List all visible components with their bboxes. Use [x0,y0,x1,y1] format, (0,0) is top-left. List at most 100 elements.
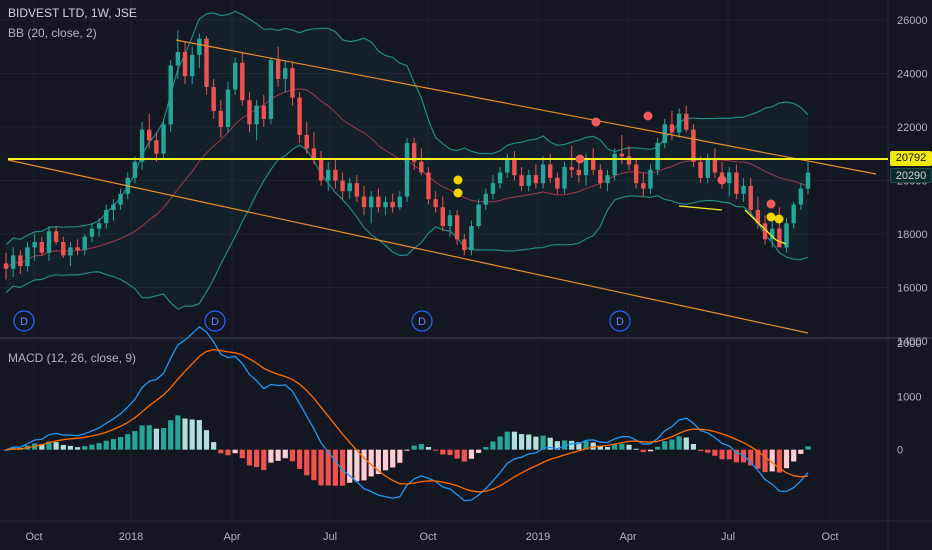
candle-body [605,175,610,184]
macd-histogram-bar [454,449,460,459]
candle-body [10,255,16,269]
macd-histogram-bar [189,419,195,450]
candle-body [633,164,639,184]
macd-histogram-bar [683,437,689,450]
macd-histogram-bar [304,449,310,476]
macd-histogram-bar [211,442,217,450]
macd-histogram-bar [569,440,575,450]
macd-histogram-bar [418,443,424,450]
candle-body [497,172,503,184]
candle-body [240,62,245,101]
candle-body [655,143,660,170]
time-axis-label: Apr [223,531,240,543]
macd-histogram-bar [776,449,782,473]
candle-body [762,223,768,240]
macd-histogram-bar [518,434,525,450]
macd-histogram-bar [440,449,446,455]
macd-histogram-bar [576,442,582,450]
macd-histogram-bar [626,444,632,450]
macd-histogram-bar [748,449,754,466]
macd-histogram-bar [583,441,589,450]
macd-histogram-bar [504,431,510,450]
macd-histogram-bar [254,449,260,468]
candle-body [139,129,145,162]
macd-histogram-bar [590,442,596,450]
macd-histogram-bar [160,428,167,450]
candle-body [619,153,625,157]
candle-body [147,129,152,141]
candle-body [390,201,395,208]
candle-body [132,161,138,178]
macd-histogram-bar [461,449,467,462]
signal-marker-yellow [766,212,776,222]
macd-histogram-bar [468,449,475,459]
candle-body [540,164,546,184]
candle-body [61,242,66,256]
macd-histogram-bar [375,449,381,475]
macd-histogram-bar [755,449,761,469]
candle-body [333,169,338,181]
macd-histogram-bar [526,434,532,450]
macd-histogram-bar [447,449,453,456]
candle-body [247,100,252,125]
bollinger-bands-legend[interactable]: BB (20, close, 2) [8,26,97,40]
macd-histogram-bar [46,441,52,450]
macd-histogram-bar [676,436,682,450]
candle-body [798,188,804,205]
candle-body [712,159,718,173]
time-axis-label: Oct [821,531,838,543]
last-price-tag: 20290 [890,168,932,183]
candle-body [218,110,224,127]
candle-body [268,60,274,119]
candle-body [548,164,553,178]
dividend-marker-label: D [211,316,219,328]
signal-marker-yellow [453,188,463,198]
candle-body [347,183,352,192]
macd-histogram-bar [719,449,725,460]
candle-body [676,113,682,133]
candle-body [490,183,496,194]
candle-body [361,196,367,208]
macd-histogram-bar [368,449,374,477]
macd-axis-label: 1000 [897,391,921,403]
candle-body [53,231,59,243]
macd-histogram-bar [483,447,489,450]
candle-body [68,247,73,256]
time-axis-label: 2018 [119,531,143,543]
time-axis-label: Jul [721,531,735,543]
candle-body [311,148,317,160]
macd-legend[interactable]: MACD (12, 26, close, 9) [8,351,137,365]
candle-body [304,135,309,149]
candle-body [161,124,166,154]
macd-histogram-bar [325,449,331,486]
macd-histogram-bar [633,448,639,450]
macd-histogram-bar [798,449,804,454]
macd-axis-label: 0 [897,445,903,457]
macd-histogram-bar [726,449,732,460]
candle-body [419,161,424,173]
macd-histogram-bar [669,439,675,450]
macd-histogram-bar [53,442,59,450]
candle-body [447,215,453,226]
candle-body [469,225,474,251]
candle-body [612,153,617,176]
macd-histogram-bar [146,425,152,450]
signal-marker-red [766,199,776,209]
candle-body [182,52,188,77]
candle-body [684,113,689,130]
macd-histogram-bar [347,449,353,483]
macd-histogram-bar [547,437,553,450]
macd-histogram-bar [805,446,811,450]
candle-body [691,129,696,162]
macd-histogram-bar [332,449,338,486]
candle-body [111,204,116,210]
dividend-marker-label: D [616,316,624,328]
macd-histogram-bar [411,445,417,450]
candle-body [154,140,159,154]
macd-histogram-bar [275,449,281,461]
symbol-title[interactable]: BIDVEST LTD, 1W, JSE [8,6,137,20]
candle-body [784,223,789,248]
macd-histogram-bar [82,446,88,450]
